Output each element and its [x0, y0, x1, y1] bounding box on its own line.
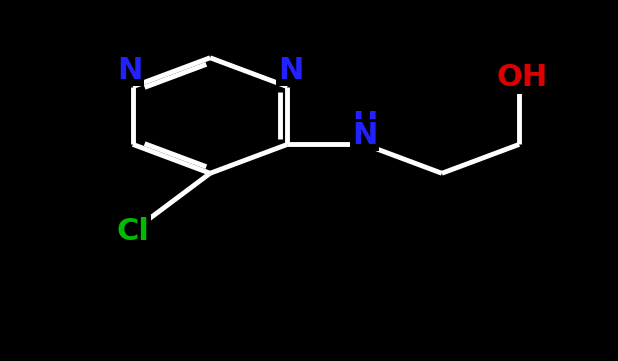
Text: N: N	[277, 56, 303, 85]
Text: OH: OH	[497, 63, 548, 92]
Text: H: H	[352, 110, 378, 139]
Text: N: N	[117, 56, 143, 85]
Text: Cl: Cl	[116, 217, 150, 245]
Text: N: N	[352, 121, 378, 150]
